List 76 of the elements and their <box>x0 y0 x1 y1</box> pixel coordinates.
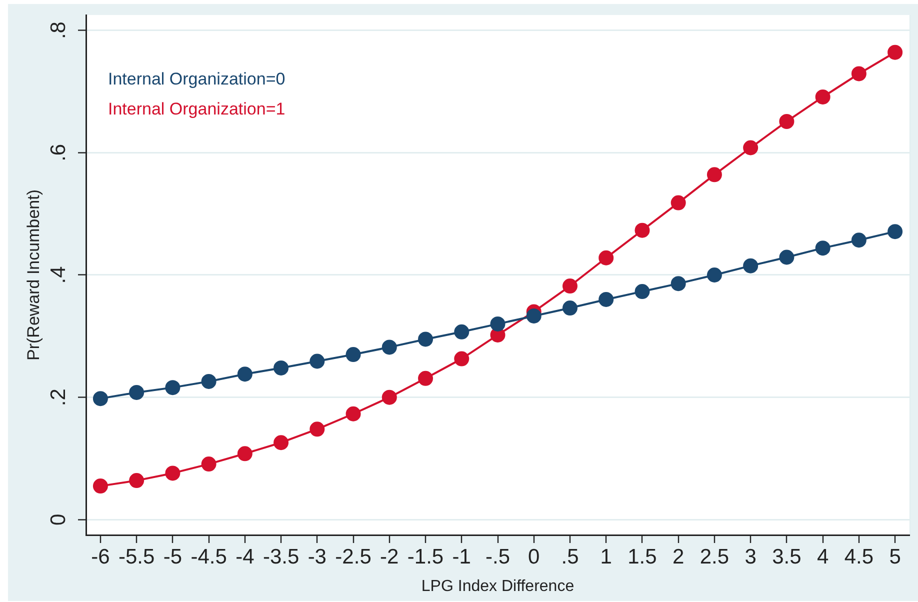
point <box>598 250 614 266</box>
x-tick-label: .5 <box>561 545 579 568</box>
x-tick-label: -4.5 <box>190 545 227 568</box>
point <box>743 140 758 156</box>
point <box>274 435 289 450</box>
x-tick-label: 0 <box>528 545 540 568</box>
point <box>418 332 434 347</box>
x-tick-label: -5 <box>163 545 182 568</box>
text: Internal Organization=1 <box>108 100 286 119</box>
x-tick-label: 4.5 <box>844 545 874 568</box>
point <box>490 316 506 332</box>
point <box>346 347 361 362</box>
point <box>562 300 578 316</box>
x-tick-label: -3.5 <box>262 545 300 568</box>
point <box>346 406 361 422</box>
point <box>562 278 578 294</box>
point <box>237 366 252 382</box>
point <box>92 391 108 406</box>
point <box>779 114 794 129</box>
point <box>888 224 903 240</box>
point <box>526 308 542 324</box>
point <box>670 276 686 292</box>
point <box>454 324 470 340</box>
x-tick-label: -.5 <box>485 545 510 568</box>
x-tick-label: 3.5 <box>772 545 802 568</box>
x-tick-label: -1 <box>452 545 471 568</box>
x-tick-label: 5 <box>889 545 901 568</box>
point <box>237 446 252 462</box>
point <box>201 374 216 389</box>
point <box>92 478 108 494</box>
x-tick-label: 1 <box>600 545 612 568</box>
point <box>274 360 289 376</box>
point <box>129 384 144 400</box>
point <box>743 258 758 274</box>
x-tick-label: -6 <box>91 545 110 568</box>
point <box>779 250 794 265</box>
x-axis-title: LPG Index Difference <box>421 578 574 595</box>
y-tick-label: .4 <box>46 266 70 284</box>
point <box>129 473 144 488</box>
point <box>634 222 650 238</box>
x-tick-label: -4 <box>236 545 255 568</box>
y-tick-label: .6 <box>46 144 70 162</box>
point <box>310 422 325 437</box>
y-tick-label: .8 <box>46 22 70 40</box>
point <box>670 195 686 210</box>
point <box>165 466 180 481</box>
x-tick-label: 2 <box>672 545 684 568</box>
x-tick-label: -5.5 <box>118 545 155 568</box>
point <box>454 351 470 366</box>
text: Internal Organization=0 <box>108 70 286 89</box>
point <box>815 240 830 256</box>
point <box>598 292 614 307</box>
point <box>382 390 397 405</box>
point <box>310 354 325 369</box>
point <box>706 167 722 182</box>
y-tick-label: 0 <box>46 514 70 526</box>
point <box>706 268 722 282</box>
x-tick-label: 4 <box>816 545 829 568</box>
x-tick-label: 1.5 <box>628 545 657 568</box>
y-axis-title: Pr(Reward Incumbent) <box>24 189 43 361</box>
point <box>815 89 830 104</box>
point <box>888 44 903 60</box>
x-tick-label: -3 <box>308 545 326 568</box>
x-tick-label: 3 <box>744 545 756 568</box>
point <box>634 284 650 300</box>
point <box>851 66 866 82</box>
point <box>418 370 434 386</box>
y-tick-label: .2 <box>46 388 70 406</box>
point <box>165 380 180 396</box>
point <box>201 456 216 472</box>
x-tick-label: 2.5 <box>700 545 730 568</box>
x-tick-label: -1.5 <box>407 545 444 568</box>
x-tick-label: -2 <box>380 545 399 568</box>
point <box>851 232 866 248</box>
point <box>382 340 397 355</box>
x-tick-label: -2.5 <box>335 545 372 568</box>
